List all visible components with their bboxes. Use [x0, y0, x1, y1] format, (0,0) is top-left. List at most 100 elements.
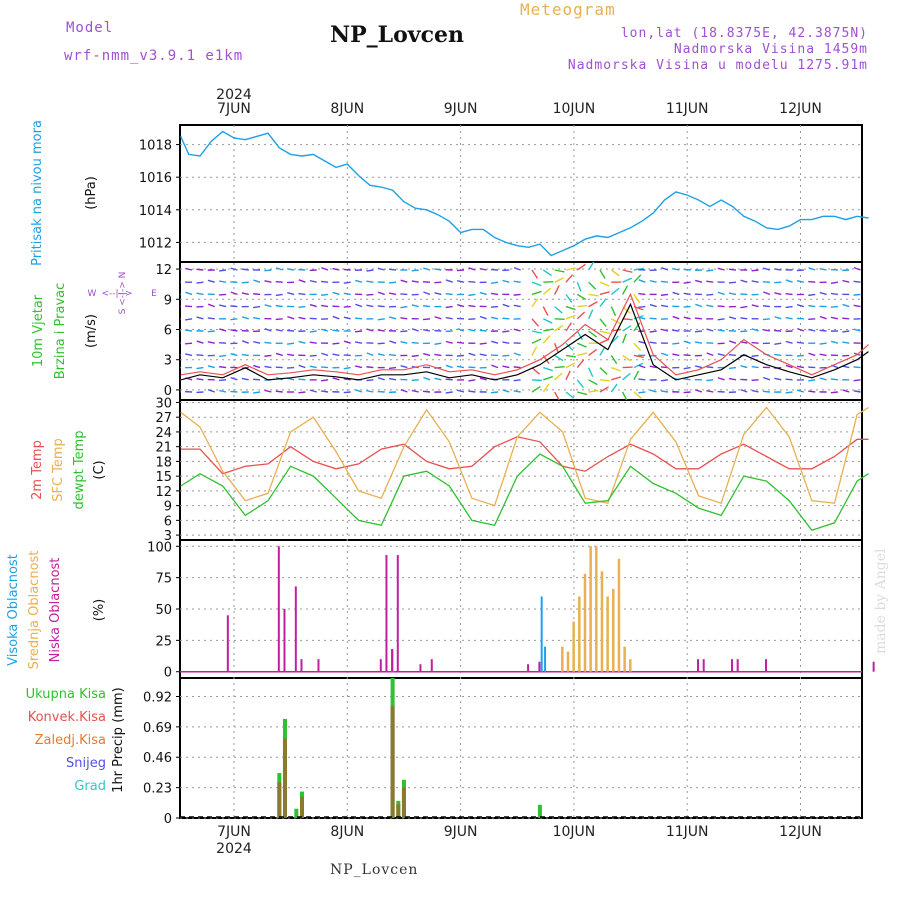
cloud-bar: [561, 646, 564, 672]
y-tick-label: 6: [164, 514, 172, 529]
wind-arrow: [554, 306, 563, 314]
wind-arrow: [423, 376, 431, 381]
wind-arrow: [219, 304, 227, 308]
wind-arrow: [577, 352, 588, 357]
wind-arrow: [196, 316, 204, 320]
wind-arrow: [819, 377, 827, 381]
wind-arrow: [502, 303, 510, 308]
wind-arrow: [332, 291, 340, 296]
wind-arrow: [241, 281, 249, 284]
wind-arrow: [565, 362, 576, 369]
y-tick-label: 1014: [139, 204, 172, 219]
wind-arrow: [411, 280, 419, 283]
wind-compass-label: E: [151, 289, 157, 299]
wind-arrow: [275, 318, 283, 321]
wind-arrow: [241, 292, 249, 296]
wind-arrow: [672, 353, 680, 357]
wind-arrow: [694, 365, 703, 369]
wind-arrow: [207, 330, 215, 333]
wind-arrow: [588, 379, 598, 386]
wind-arrow: [196, 268, 204, 271]
wind-arrow: [785, 391, 793, 394]
wind-arrow: [456, 341, 465, 344]
wind-arrow: [366, 379, 374, 382]
wind-arrow: [531, 385, 541, 393]
year-label-bottom: 2024: [216, 841, 252, 857]
wind-arrow: [207, 303, 215, 308]
wind-arrow: [796, 269, 804, 272]
meteogram-label: Meteogram: [520, 0, 616, 19]
wind-arrow: [275, 352, 283, 357]
wind-arrow: [513, 304, 521, 308]
precip-legend-entry: Snijeg: [66, 756, 106, 771]
cloud-bar: [572, 621, 575, 672]
precip-bar-conv: [396, 804, 401, 818]
wind-arrow: [445, 305, 453, 309]
wind-compass-label: W: [88, 289, 97, 299]
wind-arrow: [762, 390, 770, 393]
wind-arrow: [321, 366, 329, 369]
model-name: wrf-nmm_v3.9.1 e1km: [64, 48, 244, 64]
cloud-bar: [317, 659, 320, 672]
wind-arrow: [241, 377, 249, 381]
wind-arrow: [599, 298, 607, 308]
wind-arrow: [554, 269, 565, 273]
x-tick-label-bottom: 10JUN: [553, 824, 596, 840]
wind-arrow: [774, 377, 782, 381]
cloud-bar: [697, 659, 700, 672]
wind-arrow: [785, 292, 793, 296]
wind-arrow: [354, 330, 363, 333]
wind-arrow: [468, 328, 476, 332]
wind-arrow: [660, 293, 669, 296]
wind-arrow: [717, 329, 725, 332]
wind-arrow: [264, 389, 272, 393]
wind-arrow: [554, 324, 564, 332]
precip-legend-entry: Konvek.Kisa: [28, 710, 106, 725]
cloud-bar: [538, 661, 541, 672]
y-tick-label: 18: [155, 455, 172, 470]
wind-arrow: [400, 341, 408, 344]
wind-arrow: [796, 365, 805, 369]
y-tick-label: 15: [155, 470, 172, 485]
year-label-top: 2024: [216, 87, 252, 103]
wind-compass-label: <--|-->: [101, 289, 132, 299]
wind-arrow: [479, 377, 487, 381]
wind-arrow: [694, 341, 703, 344]
wind-arrow: [287, 329, 295, 332]
wind-arrow: [389, 377, 397, 381]
wind-arrow: [717, 305, 725, 308]
y-tick-label: 0.23: [143, 782, 172, 797]
wind-arrow: [830, 305, 838, 308]
wind-arrow: [287, 315, 295, 320]
wind-arrow: [321, 379, 329, 382]
wind-arrow: [853, 366, 861, 369]
y-tick-label: 30: [155, 396, 172, 411]
wind-arrow: [865, 268, 872, 270]
wind-arrow: [706, 328, 714, 332]
wind-arrow: [343, 268, 351, 271]
wind-arrow: [479, 342, 487, 345]
wind-arrow: [638, 292, 646, 296]
wind-arrow: [185, 267, 193, 271]
wind-arrow: [622, 366, 633, 369]
wind-arrow: [445, 279, 453, 283]
wind-arrow: [542, 287, 552, 295]
wind-arrow: [683, 391, 691, 394]
cloud-bar: [623, 646, 626, 672]
wind-arrow: [241, 353, 249, 357]
wind-arrow: [751, 389, 759, 393]
x-tick-label-top: 11JUN: [666, 101, 709, 117]
wind-arrow: [275, 304, 283, 308]
wind-arrow: [309, 389, 317, 393]
wind-arrow: [321, 304, 329, 308]
wind-arrow: [207, 279, 215, 283]
wind-arrow: [531, 346, 538, 356]
wind-arrow: [774, 342, 782, 345]
wind-arrow: [219, 365, 227, 369]
wind-arrow: [740, 305, 748, 309]
wind-arrow: [762, 267, 771, 271]
wind-arrow: [491, 340, 499, 344]
wind-arrow: [554, 391, 560, 400]
wind-arrow: [842, 303, 850, 308]
wind-arrow: [853, 266, 861, 271]
